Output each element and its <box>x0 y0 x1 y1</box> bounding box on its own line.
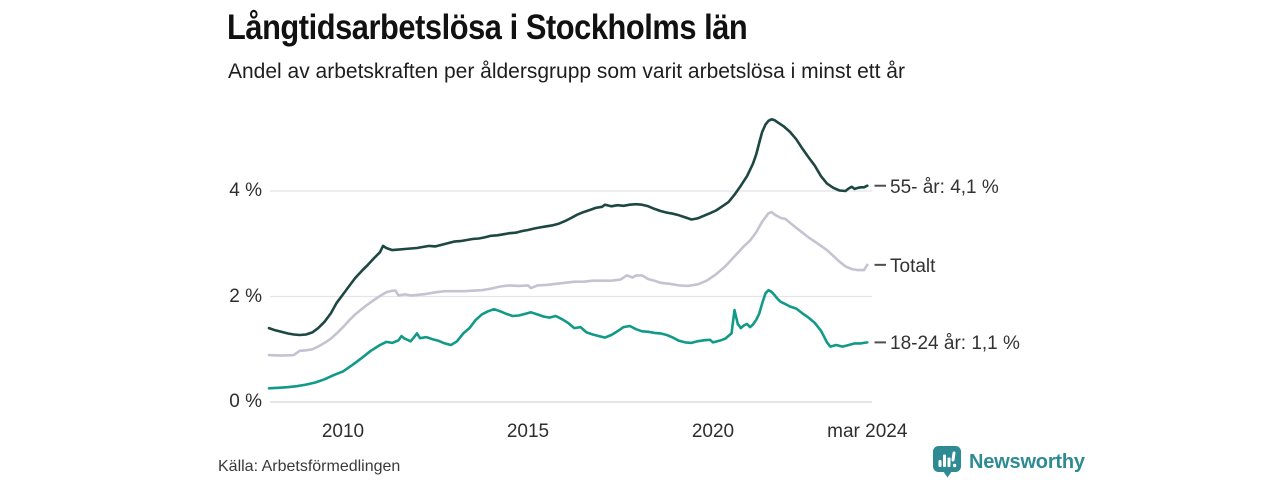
series-end-label-55plus: 55- år: 4,1 % <box>890 176 999 198</box>
y-tick-label-4pct: 4 % <box>229 180 262 201</box>
x-tick-label-2020: 2020 <box>691 421 735 442</box>
series-end-label-18-24: 18-24 år: 1,1 % <box>890 333 1020 355</box>
y-tick-label-2pct: 2 % <box>229 285 262 307</box>
newsworthy-wordmark: Newsworthy <box>969 450 1085 473</box>
newsworthy-logo[interactable]: Newsworthy <box>933 446 1085 478</box>
x-tick-label-2015: 2015 <box>506 421 550 442</box>
source-note: Källa: Arbetsförmedlingen <box>218 458 401 475</box>
x-tick-label-2010: 2010 <box>321 421 365 442</box>
newsworthy-logo-icon <box>933 446 961 478</box>
y-tick-label-0pct: 0 % <box>229 391 262 412</box>
series-end-label-totalt: Totalt <box>890 255 936 277</box>
x-tick-label-mar-2024: mar 2024 <box>827 421 908 442</box>
chart-subtitle: Andel av arbetskraften per åldersgrupp s… <box>228 60 905 83</box>
chart-title: Långtidsarbetslösa i Stockholms län <box>227 8 748 47</box>
